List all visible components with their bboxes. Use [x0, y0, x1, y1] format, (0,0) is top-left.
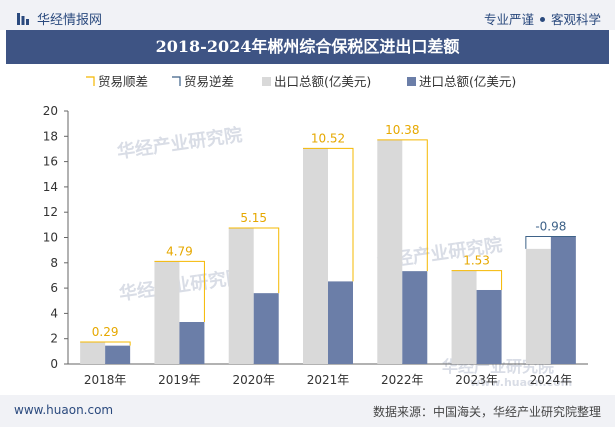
- surplus-outline: [80, 341, 131, 346]
- surplus-outline: [154, 260, 205, 323]
- data-label: 1.53: [463, 254, 490, 268]
- x-tick-label: 2018年: [84, 373, 127, 387]
- data-labels: 0.29 4.79 5.15 10.52 10.38 1.53 -0.98: [92, 123, 567, 339]
- y-tick-label: 8: [50, 256, 58, 270]
- y-tick-label: 20: [43, 104, 58, 118]
- watermark-text: 华经产业研究院: [116, 124, 244, 163]
- bars: [80, 139, 576, 364]
- data-label: 10.38: [385, 123, 419, 137]
- data-label: 5.15: [240, 211, 267, 225]
- import-bar: [476, 289, 502, 364]
- footer: www.huaon.com 数据来源：中国海关，华经产业研究院整理: [0, 395, 615, 427]
- export-bar: [80, 341, 106, 364]
- import-bar: [328, 281, 353, 364]
- import-bar: [550, 236, 576, 364]
- legend-swatch: [407, 77, 416, 86]
- x-tick-label: 2021年: [307, 373, 350, 387]
- data-label: -0.98: [535, 219, 566, 233]
- legend-label: 出口总额(亿美元): [274, 74, 371, 89]
- slogan-left: 专业严谨: [483, 12, 534, 27]
- data-label: 4.79: [166, 244, 193, 258]
- deficit-outline: [525, 235, 576, 249]
- x-tick-label: 2022年: [381, 373, 424, 387]
- surplus-outline: [377, 139, 428, 272]
- footer-site: www.huaon.com: [14, 403, 114, 417]
- slogan: 专业严谨 客观科学: [484, 9, 601, 28]
- legend-swatch: [262, 77, 271, 86]
- y-tick-label: 16: [43, 155, 58, 169]
- import-bar: [179, 322, 205, 364]
- export-bar: [451, 270, 477, 364]
- data-label: 10.52: [311, 131, 345, 145]
- legend-label: 贸易顺差: [98, 74, 148, 89]
- y-tick-label: 0: [50, 357, 58, 371]
- brand-logo: 华经情报网: [17, 9, 102, 28]
- y-tick-label: 12: [43, 205, 58, 219]
- watermark-url: www.huaon.com: [470, 376, 572, 389]
- chart-title: 2018-2024年郴州综合保税区进出口差额: [155, 37, 460, 56]
- x-tick-label: 2020年: [232, 373, 275, 387]
- x-tick-label: 2019年: [158, 373, 201, 387]
- export-bar: [525, 248, 551, 364]
- title-bar: 2018-2024年郴州综合保税区进出口差额: [6, 30, 609, 64]
- export-bar: [154, 261, 180, 364]
- y-tick-label: 6: [50, 281, 58, 295]
- export-bar: [228, 228, 254, 364]
- y-tick-label: 2: [50, 332, 58, 346]
- brand-logo-icon: [17, 13, 29, 25]
- data-label: 0.29: [92, 325, 119, 339]
- slogan-right: 客观科学: [550, 12, 601, 27]
- y-tick-label: 14: [43, 180, 58, 194]
- legend-swatch: [86, 76, 95, 86]
- top-bar: 华经情报网 专业严谨 客观科学: [0, 0, 615, 30]
- legend-label: 进口总额(亿美元): [419, 74, 516, 89]
- y-tick-label: 18: [43, 129, 58, 143]
- y-tick-label: 10: [43, 231, 58, 245]
- slogan-dot-icon: [539, 17, 545, 22]
- legend-swatch: [172, 76, 181, 86]
- x-tick-label: 2024年: [530, 373, 573, 387]
- brand-name: 华经情报网: [37, 13, 103, 28]
- export-bar: [303, 148, 328, 364]
- y-tick-label: 4: [50, 306, 58, 320]
- legend-label: 贸易逆差: [184, 74, 234, 89]
- surplus-outline: [303, 147, 354, 282]
- x-tick-label: 2023年: [455, 373, 498, 387]
- import-bar: [105, 345, 131, 364]
- watermark-text: 华经产业研究院: [118, 266, 246, 305]
- export-bar: [377, 139, 403, 364]
- surplus-outline: [451, 270, 503, 290]
- footer-source: 数据来源：中国海关，华经产业研究院整理: [372, 405, 601, 419]
- legend: 贸易顺差 贸易逆差 出口总额(亿美元) 进口总额(亿美元): [86, 74, 516, 89]
- import-bar: [402, 271, 428, 364]
- surplus-outline: [228, 227, 280, 294]
- import-bar: [253, 293, 279, 364]
